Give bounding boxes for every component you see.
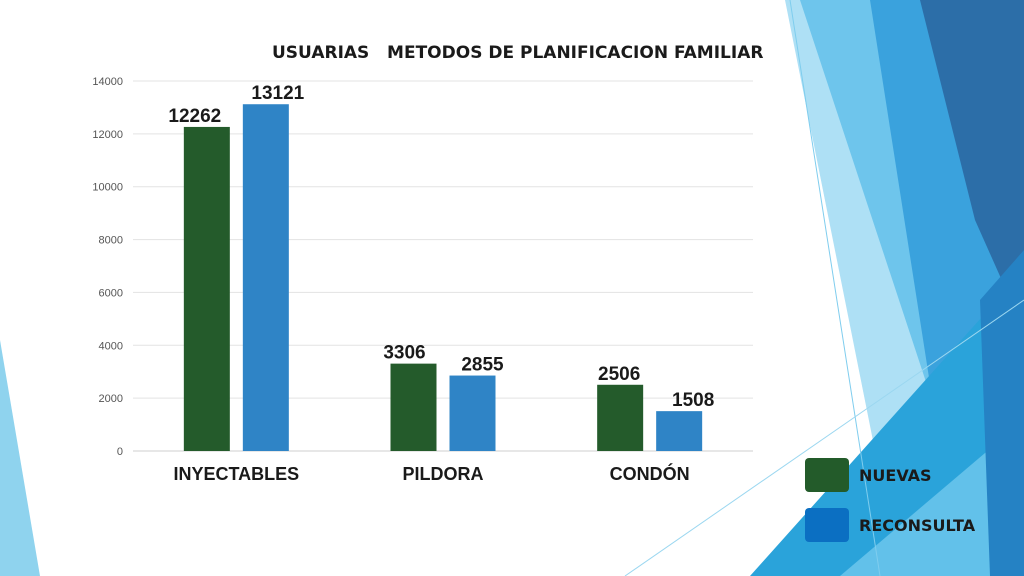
- x-axis: INYECTABLES PILDORA CONDÓN: [173, 463, 689, 484]
- data-label: 1508: [672, 390, 714, 411]
- data-label: 12262: [168, 106, 221, 127]
- y-tick-label: 8000: [99, 235, 123, 247]
- legend-swatch-reconsulta: [805, 508, 849, 542]
- y-tick-label: 14000: [92, 76, 123, 88]
- bar-reconsulta-2: [656, 411, 703, 451]
- bars: [183, 104, 703, 451]
- x-tick-label: INYECTABLES: [173, 464, 299, 484]
- y-tick-label: 2000: [99, 393, 123, 405]
- legend-item-nuevas: NUEVAS: [805, 458, 1005, 492]
- legend-swatch-nuevas: [805, 458, 849, 492]
- gridlines: [133, 80, 753, 452]
- y-tick-label: 6000: [99, 287, 123, 299]
- data-label: 2506: [598, 364, 640, 385]
- decor-facet-bottom-deep: [980, 250, 1024, 576]
- legend-label-reconsulta: RECONSULTA: [859, 516, 976, 535]
- decor-line-2: [624, 299, 1024, 576]
- bar-reconsulta-0: [242, 104, 289, 451]
- bar-nuevas-2: [597, 384, 644, 451]
- bar-reconsulta-1: [449, 375, 496, 451]
- bar-nuevas-1: [390, 363, 437, 451]
- data-label: 13121: [251, 83, 304, 104]
- decor-line-1: [789, 0, 881, 576]
- chart-title: USUARIAS METODOS DE PLANIFICACION FAMILI…: [272, 43, 764, 63]
- y-tick-label: 4000: [99, 340, 123, 352]
- y-tick-label: 0: [117, 446, 123, 458]
- y-axis: 0 2000 4000 6000 8000 10000 12000 14000: [92, 76, 123, 458]
- y-tick-label: 12000: [92, 129, 123, 141]
- x-tick-label: PILDORA: [403, 464, 484, 484]
- decor-facet-right-dark: [920, 0, 1024, 330]
- x-tick-label: CONDÓN: [610, 463, 690, 484]
- legend-item-reconsulta: RECONSULTA: [805, 508, 1005, 542]
- data-label: 2855: [461, 355, 504, 376]
- data-labels: 12262 13121 3306 2855 2506 1508: [168, 83, 714, 411]
- decor-facet-bottom-light: [840, 420, 1024, 576]
- legend-label-nuevas: NUEVAS: [859, 466, 932, 485]
- y-tick-label: 10000: [92, 182, 123, 194]
- bar-nuevas-0: [183, 126, 230, 451]
- decor-facet-left: [0, 340, 40, 576]
- data-label: 3306: [383, 343, 425, 364]
